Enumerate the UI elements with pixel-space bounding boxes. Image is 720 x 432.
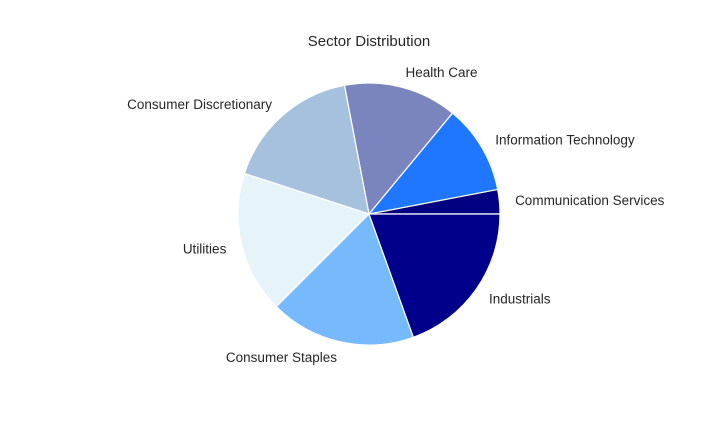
pie-label-industrials: Industrials: [489, 291, 551, 306]
pie-slice-industrials: [368, 213, 501, 339]
pie-label-communication-services: Communication Services: [515, 193, 665, 208]
pie-slice-utilities: [237, 172, 371, 308]
pie-label-information-technology: Information Technology: [495, 132, 635, 147]
pie-slice-health-care: [343, 82, 454, 216]
pie-slices: [237, 82, 501, 346]
pie-slice-consumer-discretionary: [243, 84, 370, 215]
pie-slice-consumer-staples: [275, 212, 415, 346]
pie-label-utilities: Utilities: [183, 241, 227, 256]
pie-label-consumer-discretionary: Consumer Discretionary: [127, 97, 272, 112]
pie-label-consumer-staples: Consumer Staples: [226, 350, 337, 365]
chart-title: Sector Distribution: [308, 33, 431, 50]
pie-slice-information-technology: [367, 112, 499, 215]
pie-labels: Communication Services Information Techno…: [127, 65, 664, 365]
pie-label-health-care: Health Care: [405, 65, 477, 80]
